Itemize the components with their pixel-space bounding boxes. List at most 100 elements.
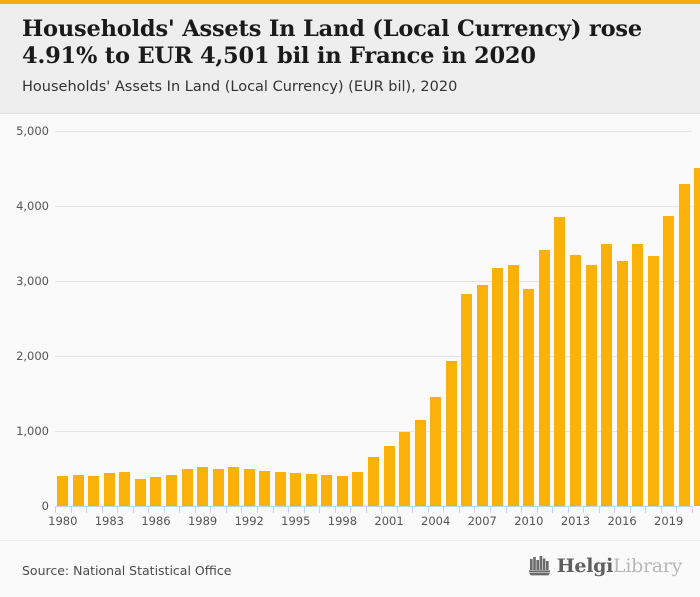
x-axis-tick bbox=[148, 507, 150, 513]
x-axis-tick bbox=[319, 507, 321, 513]
bar[interactable] bbox=[383, 446, 395, 506]
y-axis-tick-label: 5,000 bbox=[16, 124, 49, 138]
chart-plot-area: 0 1,000 2,000 3,000 4,000 5,000 1980 1983 1986 1… bbox=[0, 115, 700, 540]
x-axis-tick bbox=[117, 507, 119, 513]
x-axis-tick bbox=[552, 507, 554, 513]
chart-header: Households' Assets In Land (Local Curren… bbox=[0, 4, 700, 114]
source-note: Source: National Statistical Office bbox=[22, 563, 232, 578]
y-axis-tick-label: 1,000 bbox=[16, 424, 49, 438]
x-axis-tick-label: 1980 bbox=[48, 514, 78, 528]
bar[interactable] bbox=[430, 396, 442, 506]
bar[interactable] bbox=[663, 215, 675, 506]
bar[interactable] bbox=[523, 288, 535, 506]
x-axis-tick bbox=[629, 507, 631, 513]
x-axis-tick bbox=[692, 507, 693, 513]
gridline bbox=[55, 206, 692, 207]
x-axis-tick-label: 1995 bbox=[281, 514, 311, 528]
helgi-library-logo[interactable]: HelgiLibrary bbox=[528, 555, 682, 577]
x-axis-tick bbox=[676, 507, 678, 513]
bar[interactable] bbox=[616, 260, 628, 506]
bar[interactable] bbox=[569, 254, 581, 506]
y-axis-tick-label: 4,000 bbox=[16, 199, 49, 213]
x-axis-tick bbox=[241, 507, 243, 513]
x-axis-tick bbox=[536, 507, 538, 513]
bar[interactable] bbox=[321, 474, 333, 506]
bar[interactable] bbox=[290, 473, 302, 506]
y-axis-tick-label: 2,000 bbox=[16, 349, 49, 363]
bar[interactable] bbox=[166, 474, 178, 506]
bar[interactable] bbox=[647, 256, 659, 506]
x-axis-tick bbox=[334, 507, 336, 513]
bar[interactable] bbox=[538, 249, 550, 506]
bar[interactable] bbox=[197, 467, 209, 506]
x-axis-tick bbox=[86, 507, 88, 513]
y-axis-tick-label: 3,000 bbox=[16, 274, 49, 288]
bar[interactable] bbox=[134, 479, 146, 506]
bar[interactable] bbox=[554, 217, 566, 506]
x-axis-tick-label: 1983 bbox=[94, 514, 125, 528]
page-title: Households' Assets In Land (Local Curren… bbox=[22, 16, 642, 69]
bar[interactable] bbox=[632, 244, 644, 506]
x-axis-tick bbox=[505, 507, 507, 513]
bar[interactable] bbox=[150, 476, 162, 506]
bar[interactable] bbox=[274, 471, 286, 506]
x-axis-tick-label: 1989 bbox=[187, 514, 218, 528]
x-axis-tick bbox=[521, 507, 523, 513]
x-axis-tick bbox=[303, 507, 305, 513]
chart-footer: Source: National Statistical Office Helg… bbox=[0, 540, 700, 597]
bar[interactable] bbox=[305, 473, 317, 506]
page-subtitle: Households' Assets In Land (Local Curren… bbox=[22, 79, 458, 95]
bar[interactable] bbox=[72, 474, 84, 506]
bar[interactable] bbox=[352, 471, 364, 506]
x-axis-tick bbox=[365, 507, 367, 513]
x-axis-tick-label: 1986 bbox=[141, 514, 171, 528]
bar[interactable] bbox=[507, 265, 519, 506]
x-axis-tick bbox=[583, 507, 585, 513]
x-axis-tick-label: 1998 bbox=[327, 514, 358, 528]
gridline bbox=[55, 356, 692, 357]
x-axis-tick bbox=[598, 507, 600, 513]
bar[interactable] bbox=[259, 470, 271, 506]
gridline bbox=[55, 131, 692, 132]
x-axis-tick-label: 2010 bbox=[514, 514, 544, 528]
bar[interactable] bbox=[368, 456, 379, 506]
bar[interactable] bbox=[445, 361, 457, 506]
bar[interactable] bbox=[414, 419, 426, 506]
x-axis-tick-label: 2016 bbox=[607, 514, 637, 528]
x-axis-tick bbox=[381, 507, 383, 513]
bar[interactable] bbox=[336, 475, 348, 506]
x-axis-tick bbox=[490, 507, 492, 513]
bar[interactable] bbox=[228, 467, 240, 506]
bar[interactable] bbox=[181, 469, 193, 506]
x-axis-tick bbox=[256, 507, 258, 513]
x-axis-tick-label: 2001 bbox=[374, 514, 404, 528]
bar[interactable] bbox=[57, 476, 69, 506]
x-axis-tick bbox=[412, 507, 414, 513]
bar[interactable] bbox=[492, 268, 504, 506]
x-axis-tick bbox=[179, 507, 181, 513]
gridline bbox=[55, 431, 692, 432]
bar[interactable] bbox=[399, 431, 411, 506]
x-axis-tick bbox=[443, 507, 445, 513]
x-axis-tick bbox=[660, 507, 662, 513]
bar[interactable] bbox=[585, 264, 597, 506]
bar[interactable] bbox=[678, 184, 690, 506]
bar[interactable] bbox=[88, 476, 100, 506]
x-axis-tick bbox=[194, 507, 196, 513]
bar[interactable] bbox=[119, 472, 131, 506]
bar[interactable] bbox=[212, 468, 224, 506]
y-axis-tick-label: 0 bbox=[41, 499, 49, 513]
bar[interactable] bbox=[461, 293, 473, 506]
bar[interactable] bbox=[694, 168, 700, 506]
bar[interactable] bbox=[243, 468, 255, 506]
gridline bbox=[55, 281, 692, 282]
x-axis-tick-label: 2019 bbox=[654, 514, 684, 528]
bar[interactable] bbox=[103, 473, 115, 506]
x-axis-tick bbox=[567, 507, 569, 513]
bars-group bbox=[55, 115, 700, 506]
x-axis-tick-label: 1992 bbox=[234, 514, 264, 528]
bar[interactable] bbox=[476, 284, 488, 506]
x-axis-tick bbox=[427, 507, 429, 513]
bar[interactable] bbox=[601, 244, 613, 506]
